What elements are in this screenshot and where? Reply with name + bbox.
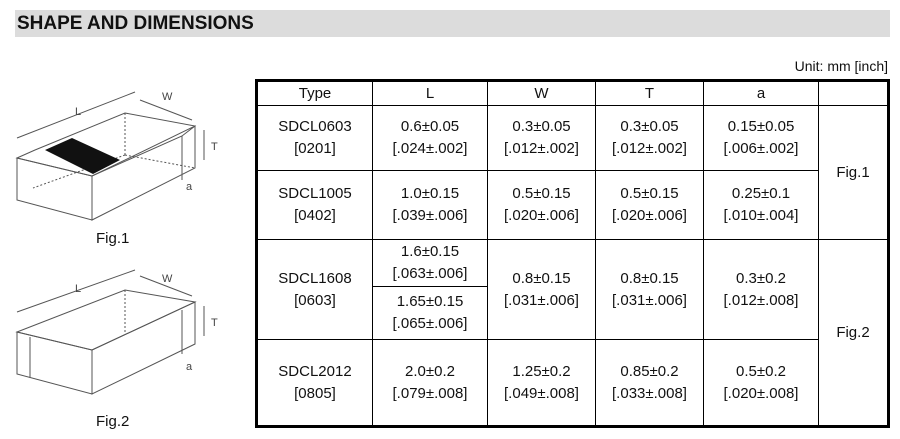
table-row: 1.65±0.15 [.065±.006]: [257, 286, 889, 340]
inch: [.020±.006]: [612, 207, 687, 224]
mm: 2.0±0.2: [405, 362, 455, 380]
inch: [.012±.002]: [504, 140, 579, 157]
dim-w-label: W: [162, 273, 173, 285]
table-row: SDCL2012 [0805] 2.0±0.2 [.079±.008] 1.25±0…: [256, 339, 889, 427]
type: SDCL0603: [278, 118, 352, 135]
mm: 0.3±0.2: [736, 269, 786, 287]
mm: 0.25±0.1: [731, 185, 791, 202]
dim-a-label: a: [186, 361, 193, 373]
dim-l-label: L: [75, 283, 81, 295]
l-cell: 1.0±0.15 [.039±.006]: [372, 170, 488, 240]
mm: 0.15±0.05: [727, 118, 795, 135]
table-row: SDCL1005 [0402] 1.0±0.15 [.039±.006] 0.5±0…: [256, 170, 889, 240]
fig1-chip-drawing: L W T a: [15, 91, 218, 221]
mm: 1.25±0.2: [512, 362, 571, 380]
fig-cell: Fig.2: [818, 239, 889, 427]
header-a: a: [703, 80, 819, 106]
fig-cell: Fig.1: [818, 105, 889, 240]
dim-l-label: L: [75, 106, 81, 118]
dim-t-label: T: [211, 141, 218, 153]
mm: 0.85±0.2: [620, 362, 679, 380]
type-inch: [0402]: [294, 207, 336, 224]
header-t: T: [595, 80, 704, 106]
l-cell: 2.0±0.2 [.079±.008]: [372, 339, 488, 427]
w-cell: 0.8±0.15 [.031±.006]: [487, 239, 596, 340]
dimensions-table: Type L W T a SDCL0603 [0201] 0.6±0.05 [.02…: [255, 79, 890, 428]
fig1-label: Fig.1: [96, 230, 130, 247]
mm: 0.3±0.05: [620, 118, 679, 135]
dim-t-label: T: [211, 317, 218, 329]
header-fig: [818, 80, 889, 106]
inch: [.065±.006]: [392, 315, 468, 332]
type-cell: SDCL2012 [0805]: [256, 339, 373, 427]
dim-a-label: a: [186, 181, 193, 193]
t-cell: 0.8±0.15 [.031±.006]: [595, 239, 704, 340]
inch: [.006±.002]: [723, 140, 799, 157]
table-header-row: Type L W T a: [256, 80, 889, 106]
type-inch: [0201]: [294, 140, 336, 157]
table-row: SDCL0603 [0201] 0.6±0.05 [.024±.002] 0.3±0…: [256, 105, 889, 240]
inch: [.031±.006]: [612, 291, 687, 309]
dim-w-label: W: [162, 91, 173, 103]
header-type: Type: [256, 80, 373, 106]
a-cell: 0.5±0.2 [.020±.008]: [703, 339, 819, 427]
mm: 0.5±0.15: [512, 185, 571, 202]
inch: [.033±.008]: [612, 384, 687, 402]
type-cell: SDCL1608 [0603]: [256, 239, 373, 340]
l-cell: 0.6±0.05 [.024±.002]: [372, 105, 488, 171]
unit-label: Unit: mm [inch]: [794, 58, 888, 74]
mm: 0.5±0.2: [736, 362, 786, 380]
type-cell: SDCL0603 [0201]: [256, 105, 373, 171]
mm: 0.6±0.05: [400, 118, 460, 135]
fig2-chip-drawing: L W T a: [15, 269, 218, 395]
t-cell: 0.5±0.15 [.020±.006]: [595, 170, 704, 240]
inch: [.024±.002]: [392, 140, 468, 157]
inch: [.012±.008]: [723, 291, 799, 309]
mm: 0.3±0.05: [512, 118, 571, 135]
header-w: W: [487, 80, 596, 106]
inch: [.020±.006]: [504, 207, 579, 224]
mm: 1.6±0.15: [400, 243, 460, 260]
mm: 1.0±0.15: [400, 185, 460, 202]
type: SDCL2012: [278, 362, 352, 380]
mm: 1.65±0.15: [396, 293, 464, 310]
section-title: SHAPE AND DIMENSIONS: [15, 10, 890, 37]
l-cell: 1.65±0.15 [.065±.006]: [372, 286, 488, 340]
a-cell: 0.15±0.05 [.006±.002]: [703, 105, 819, 171]
inch: [.049±.008]: [504, 384, 579, 402]
inch: [.031±.006]: [504, 291, 579, 309]
fig2-label: Fig.2: [96, 413, 130, 430]
type-inch: [0805]: [294, 384, 336, 402]
inch: [.063±.006]: [392, 265, 468, 282]
table-row: SDCL1608 [0603] 1.6±0.15 [.063±.006] 0.8±0…: [256, 239, 889, 427]
inch: [.020±.008]: [723, 384, 799, 402]
a-cell: 0.25±0.1 [.010±.004]: [703, 170, 819, 240]
t-cell: 0.85±0.2 [.033±.008]: [595, 339, 704, 427]
type-cell: SDCL1005 [0402]: [256, 170, 373, 240]
mm: 0.5±0.15: [620, 185, 679, 202]
t-cell: 0.3±0.05 [.012±.002]: [595, 105, 704, 171]
type: SDCL1608: [278, 269, 352, 287]
l-cell: 1.6±0.15 [.063±.006]: [372, 239, 488, 287]
inch: [.012±.002]: [612, 140, 687, 157]
inch: [.010±.004]: [723, 207, 799, 224]
header-l: L: [372, 80, 488, 106]
a-cell: 0.3±0.2 [.012±.008]: [703, 239, 819, 340]
mm: 0.8±0.15: [620, 269, 679, 287]
w-cell: 0.5±0.15 [.020±.006]: [487, 170, 596, 240]
w-cell: 0.3±0.05 [.012±.002]: [487, 105, 596, 171]
type: SDCL1005: [278, 185, 352, 202]
type-inch: [0603]: [294, 291, 336, 309]
inch: [.039±.006]: [392, 207, 468, 224]
w-cell: 1.25±0.2 [.049±.008]: [487, 339, 596, 427]
mm: 0.8±0.15: [512, 269, 571, 287]
inch: [.079±.008]: [392, 384, 468, 402]
